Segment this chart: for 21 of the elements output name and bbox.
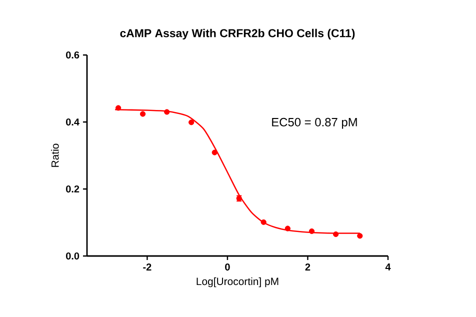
point	[188, 120, 194, 126]
y-tick-label: 0.4	[66, 118, 80, 126]
x-tick-label: 2	[305, 264, 310, 270]
point	[164, 109, 170, 115]
y-tick-label: 0.6	[66, 51, 80, 59]
annotation: EC50 = 0.87 pM	[272, 118, 357, 129]
point	[212, 150, 218, 156]
x-tick-label: 0	[225, 264, 230, 271]
point	[357, 233, 363, 239]
point	[140, 111, 146, 117]
point	[333, 231, 339, 238]
point	[308, 228, 315, 234]
chart-title: cAMP Assay With CRFR2b CHO Cells (C11)	[120, 28, 355, 40]
x-tick-label: 4	[385, 264, 391, 270]
point	[260, 219, 266, 225]
x-axis-title: Log[Urocortin] pM	[196, 277, 278, 288]
point	[284, 226, 290, 232]
y-tick-label: 0.0	[66, 252, 80, 260]
y-tick-label: 0.2	[66, 185, 80, 193]
x-tick-label: -2	[143, 264, 152, 270]
y-axis-title: Ratio	[51, 144, 59, 167]
